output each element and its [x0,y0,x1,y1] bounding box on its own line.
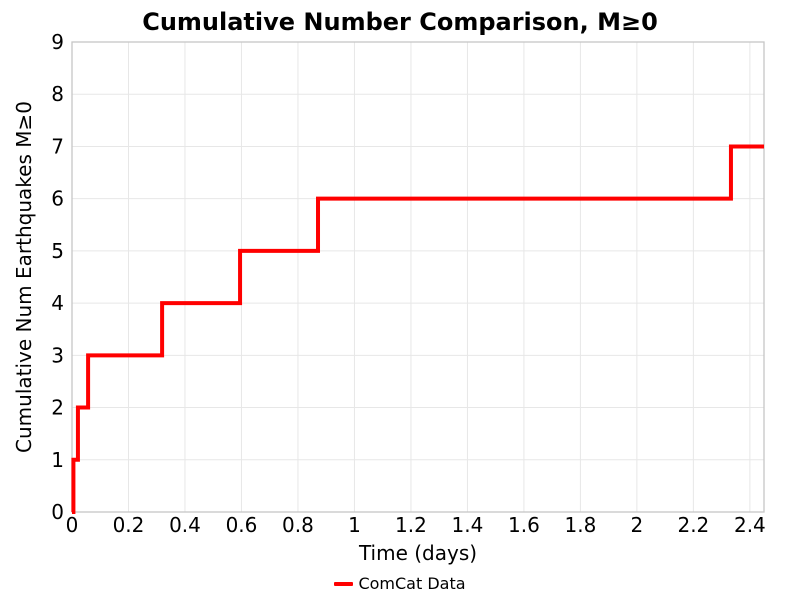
x-tick-label: 2.2 [677,513,709,537]
x-tick-label: 0.4 [169,513,201,537]
legend-label: ComCat Data [358,574,466,593]
x-axis-label: Time (days) [358,541,478,565]
legend-line-swatch [334,581,354,586]
plot-border [71,41,765,513]
y-tick-label: 5 [51,239,64,263]
y-tick-label: 1 [51,448,64,472]
x-tick-label: 1.8 [565,513,597,537]
y-tick-label: 2 [51,396,64,420]
y-tick-label: 8 [51,82,64,106]
y-tick-label: 4 [51,291,64,315]
y-tick-label: 9 [51,30,64,54]
y-tick-label: 0 [51,500,64,524]
x-tick-label: 1.6 [508,513,540,537]
y-axis-label: Cumulative Num Earthquakes M≥0 [12,101,36,453]
chart-title: Cumulative Number Comparison, M≥0 [142,8,658,36]
x-tick-label: 1.2 [395,513,427,537]
y-tick-label: 7 [51,134,64,158]
x-tick-label: 2.4 [734,513,766,537]
legend: ComCat Data [0,574,800,593]
x-tick-label: 1 [348,513,361,537]
x-tick-label: 0.2 [113,513,145,537]
x-tick-label: 0.6 [226,513,258,537]
x-tick-label: 0 [66,513,79,537]
series-line-comcat-data [71,144,764,514]
x-tick-label: 2 [631,513,644,537]
x-tick-label: 1.4 [452,513,484,537]
x-tick-label: 0.8 [282,513,314,537]
y-tick-label: 3 [51,343,64,367]
y-tick-label: 6 [51,187,64,211]
